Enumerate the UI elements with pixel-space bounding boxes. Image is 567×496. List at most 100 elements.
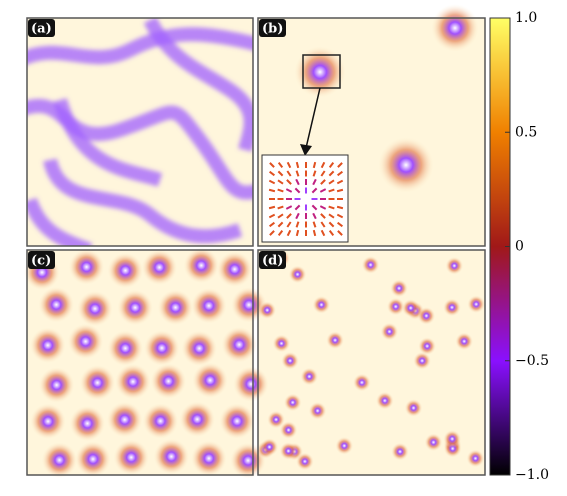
skyrmion [106, 401, 143, 438]
spin-arrow [268, 213, 276, 219]
spin-arrow [294, 187, 301, 194]
spin-arrow [336, 188, 344, 193]
skyrmion [76, 290, 113, 327]
skyrmion [308, 401, 327, 420]
skyrmion [283, 393, 302, 412]
skyrmion [114, 363, 151, 400]
spin-arrow [285, 205, 293, 210]
spin-arrow [319, 205, 327, 210]
spin-arrow [294, 204, 301, 211]
spin-arrow [286, 221, 292, 228]
skyrmion [431, 4, 479, 52]
stripe [43, 158, 243, 244]
panel-label: (d) [262, 254, 283, 269]
skyrmion [183, 247, 220, 284]
stripe [53, 97, 163, 187]
arrow-head [300, 144, 312, 156]
skyrmion [378, 137, 434, 193]
skyrmion [179, 401, 216, 438]
skyrmion [141, 249, 178, 286]
skyrmion [190, 287, 227, 324]
skyrmion [143, 330, 180, 367]
spin-arrow [336, 179, 344, 185]
skyrmion [69, 405, 106, 442]
stripe [27, 27, 253, 65]
spin-arrow [269, 162, 275, 168]
skyrmion [326, 331, 345, 350]
zoom-box [302, 54, 341, 89]
stripe [27, 197, 93, 246]
zoom-arrow [305, 87, 321, 149]
spin-arrow [312, 178, 317, 186]
spin-arrow [269, 221, 275, 228]
spin-arrow [328, 170, 335, 177]
skyrmion [41, 442, 78, 479]
spin-arrow [277, 205, 284, 210]
spin-arrow [269, 170, 275, 177]
skyrmion [221, 326, 258, 363]
skyrmion [288, 265, 307, 284]
spin-arrow [277, 170, 284, 177]
skyrmion [361, 255, 380, 274]
spin-arrow [268, 179, 276, 185]
spin-arrow [328, 221, 335, 228]
skyrmion [312, 295, 331, 314]
skyrmion [413, 351, 432, 370]
tick-label: 0.5 [515, 124, 537, 140]
spin-arrow [336, 205, 344, 210]
spin-arrow [286, 229, 292, 237]
skyrmion [417, 306, 436, 325]
skyrmion [294, 46, 346, 98]
spin-arrow [320, 229, 326, 237]
skyrmion [390, 279, 409, 298]
skyrmion [443, 429, 462, 448]
skyrmion [79, 364, 116, 401]
stripe [143, 18, 253, 152]
spin-arrow [295, 178, 300, 186]
skyrmion [455, 332, 474, 351]
spin-arrow [295, 161, 300, 169]
spin-arrow [295, 229, 300, 237]
skyrmion [67, 323, 104, 360]
skyrmion [445, 256, 464, 275]
skyrmion [157, 289, 194, 326]
spin-arrow [268, 188, 276, 193]
skyrmion [142, 403, 179, 440]
tick-label: 1.0 [515, 10, 537, 26]
skyrmion [272, 334, 291, 353]
skyrmion [424, 433, 443, 452]
stripe-pattern [27, 18, 253, 246]
skyrmion [216, 251, 253, 288]
skyrmion [300, 367, 319, 386]
spin-arrow [328, 230, 335, 236]
skyrmion [260, 438, 279, 457]
spin-arrow [337, 221, 343, 228]
skyrmion [466, 449, 485, 468]
spin-arrow [269, 230, 275, 236]
spin-arrow [277, 213, 284, 219]
skyrmion [267, 410, 286, 429]
spin-arrow [328, 162, 335, 168]
panels: (a) (b) (c) (d) [24, 4, 486, 479]
panel-label: (a) [31, 22, 52, 37]
spin-arrow [285, 188, 293, 193]
tick-label: −1.0 [515, 467, 549, 483]
spin-arrow [268, 205, 276, 210]
skyrmion [258, 301, 277, 320]
spin-arrow [286, 170, 292, 177]
skyrmion [29, 327, 66, 364]
spin-arrow [295, 221, 300, 228]
spin-arrow [319, 188, 327, 193]
spin-arrow [312, 221, 317, 228]
spin-arrow [277, 162, 284, 168]
spin-arrow [320, 179, 326, 185]
spin-arrow [312, 161, 317, 169]
skyrmion [391, 442, 410, 461]
skyrmion [335, 436, 354, 455]
spin-arrow [277, 179, 284, 185]
skyrmion [352, 373, 371, 392]
spin-arrow [337, 170, 343, 177]
skyrmion [404, 398, 423, 417]
spin-arrow [277, 230, 284, 236]
